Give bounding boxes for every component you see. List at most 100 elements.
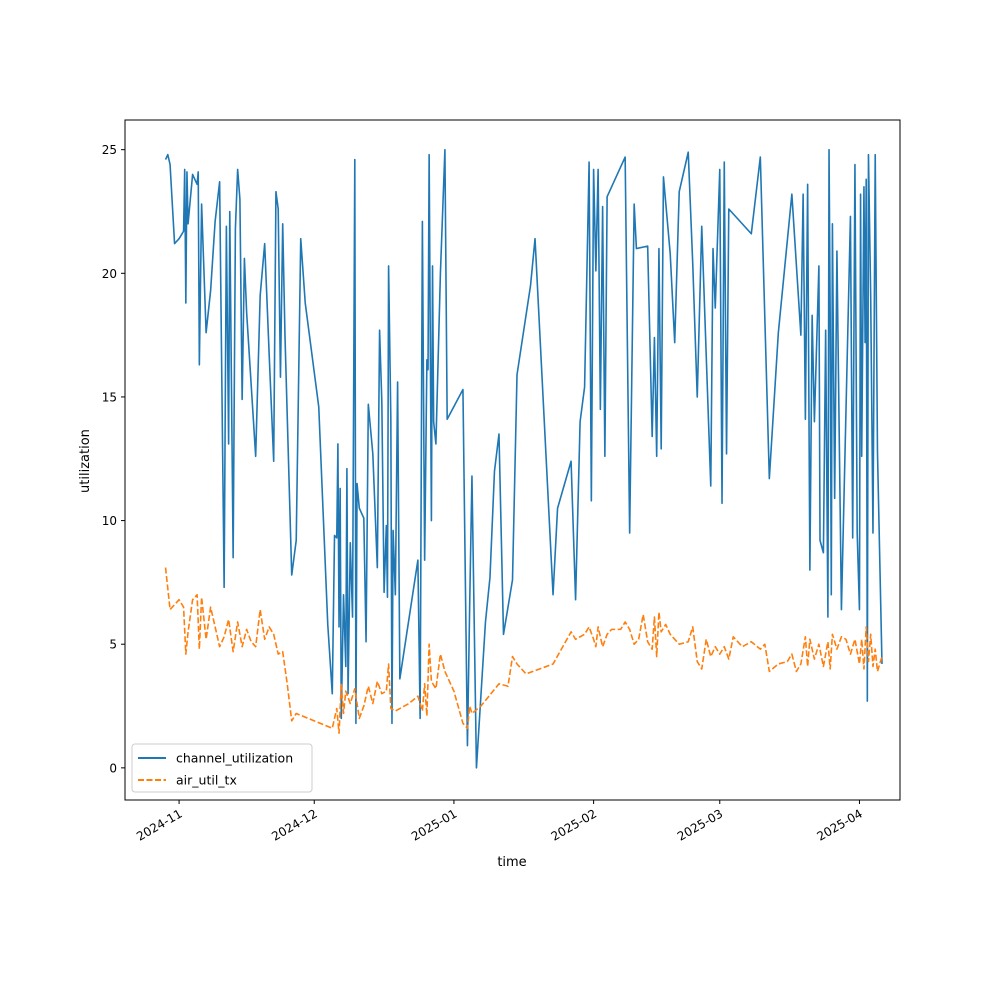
data-point-air-util-tx [372,703,374,705]
data-point-channel-utilization [701,225,703,227]
data-point-channel-utilization [234,228,236,230]
data-point-air-util-tx [827,641,829,643]
data-point-air-util-tx [804,636,806,638]
data-point-channel-utilization [861,455,863,457]
data-point-channel-utilization [273,460,275,462]
data-point-channel-utilization [723,161,725,163]
data-point-channel-utilization [174,243,176,245]
data-point-air-util-tx [466,727,468,729]
data-point-channel-utilization [178,238,180,240]
data-point-channel-utilization [282,223,284,225]
data-point-air-util-tx [421,710,423,712]
data-point-channel-utilization [840,609,842,611]
y-tick-label: 5 [109,638,117,652]
data-point-air-util-tx [876,670,878,672]
data-point-channel-utilization [489,576,491,578]
data-point-air-util-tx [656,656,658,658]
data-point-channel-utilization [304,302,306,304]
data-point-channel-utilization [264,243,266,245]
data-point-air-util-tx [593,638,595,640]
data-point-channel-utilization [385,525,387,527]
data-point-channel-utilization [629,532,631,534]
data-point-air-util-tx [651,648,653,650]
data-point-air-util-tx [750,641,752,643]
data-point-air-util-tx [201,596,203,598]
data-point-channel-utilization [394,594,396,596]
data-point-channel-utilization [818,265,820,267]
data-point-air-util-tx [777,663,779,665]
data-point-air-util-tx [178,599,180,601]
data-point-channel-utilization [439,272,441,274]
data-point-channel-utilization [340,717,342,719]
legend-label-air-util-tx: air_util_tx [176,773,237,788]
data-point-channel-utilization [433,421,435,423]
data-point-channel-utilization [829,312,831,314]
data-point-channel-utilization [813,421,815,423]
data-point-air-util-tx [331,727,333,729]
data-point-channel-utilization [219,181,221,183]
data-point-air-util-tx [813,658,815,660]
data-point-channel-utilization [388,265,390,267]
data-point-air-util-tx [185,653,187,655]
plot-frame [124,119,901,801]
data-point-channel-utilization [653,337,655,339]
data-point-air-util-tx [807,665,809,667]
data-point-air-util-tx [376,680,378,682]
data-point-channel-utilization [471,475,473,477]
data-point-channel-utilization [633,203,635,205]
data-point-channel-utilization [331,693,333,695]
data-point-air-util-tx [696,661,698,663]
data-point-air-util-tx [250,641,252,643]
data-point-air-util-tx [417,695,419,697]
data-point-air-util-tx [169,609,171,611]
data-point-air-util-tx [865,626,867,628]
data-point-channel-utilization [187,223,189,225]
data-point-air-util-tx [426,715,428,717]
data-point-air-util-tx [665,623,667,625]
data-point-channel-utilization [599,408,601,410]
data-point-channel-utilization [710,485,712,487]
data-point-channel-utilization [259,295,261,297]
data-point-channel-utilization [876,450,878,452]
data-point-air-util-tx [584,633,586,635]
legend-box [131,743,313,793]
data-point-channel-utilization [346,468,348,470]
data-point-channel-utilization [196,183,198,185]
data-point-channel-utilization [714,307,716,309]
data-point-air-util-tx [462,722,464,724]
data-point-air-util-tx [858,663,860,665]
data-point-channel-utilization [602,206,604,208]
data-point-air-util-tx [786,661,788,663]
data-point-air-util-tx [277,653,279,655]
data-point-air-util-tx [237,621,239,623]
data-point-channel-utilization [275,191,277,193]
data-point-channel-utilization [210,290,212,292]
data-point-channel-utilization [721,502,723,504]
x-axis-label: time [497,855,526,870]
data-point-air-util-tx [874,648,876,650]
data-point-channel-utilization [647,245,649,247]
data-point-channel-utilization [338,626,340,628]
data-point-air-util-tx [660,631,662,633]
data-point-air-util-tx [313,720,315,722]
data-point-channel-utilization [186,171,188,173]
data-point-channel-utilization [345,665,347,667]
data-point-air-util-tx [714,646,716,648]
data-point-channel-utilization [534,238,536,240]
data-point-air-util-tx [840,636,842,638]
data-point-channel-utilization [349,542,351,544]
data-point-air-util-tx [264,638,266,640]
data-point-air-util-tx [836,648,838,650]
data-point-channel-utilization [484,621,486,623]
data-point-channel-utilization [356,482,358,484]
data-point-channel-utilization [719,168,721,170]
data-point-channel-utilization [624,156,626,158]
data-point-channel-utilization [726,453,728,455]
data-point-channel-utilization [759,156,761,158]
data-point-channel-utilization [295,539,297,541]
data-point-channel-utilization [872,532,874,534]
data-point-channel-utilization [863,186,865,188]
series-line-air-util-tx [164,567,883,735]
data-point-air-util-tx [183,606,185,608]
